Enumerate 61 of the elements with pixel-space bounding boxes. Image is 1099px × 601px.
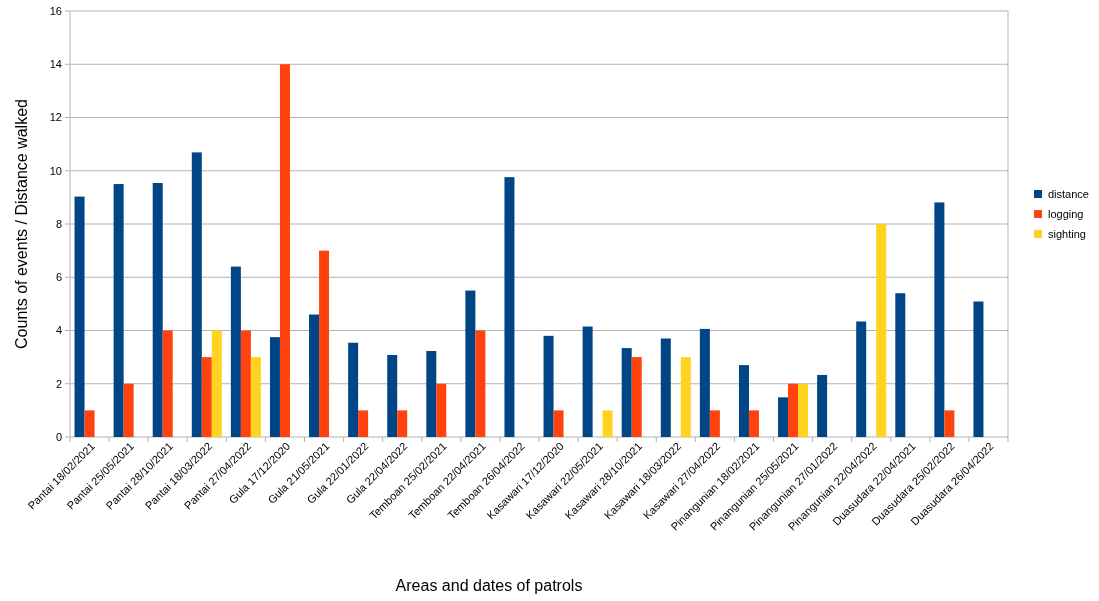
bar — [934, 202, 945, 437]
bar — [279, 64, 290, 437]
bar — [358, 410, 369, 437]
bar — [309, 314, 320, 437]
bar — [680, 357, 691, 437]
bar — [162, 330, 173, 437]
bar — [876, 224, 887, 437]
bar — [798, 383, 809, 437]
y-axis-title: Counts of events / Distance walked — [13, 99, 30, 349]
bar — [436, 383, 447, 437]
bar — [817, 374, 828, 437]
bar — [748, 410, 759, 437]
bar — [240, 330, 251, 437]
bar — [348, 342, 359, 437]
bar — [631, 357, 642, 437]
bar — [973, 301, 984, 437]
y-tick-label: 4 — [55, 324, 62, 337]
bar — [660, 338, 671, 437]
bar — [709, 410, 720, 437]
bar — [788, 383, 799, 437]
bar — [191, 152, 202, 437]
bar — [602, 410, 613, 437]
bar — [778, 397, 789, 437]
bar — [397, 410, 408, 437]
legend-label: sighting — [1048, 227, 1086, 240]
bar — [84, 410, 95, 437]
bar — [211, 330, 222, 437]
y-tick-label: 16 — [49, 4, 62, 17]
bar — [504, 177, 515, 437]
y-tick-label: 14 — [49, 58, 62, 71]
bar — [621, 348, 632, 437]
bar — [543, 335, 554, 437]
bar — [269, 337, 280, 437]
bar — [582, 326, 593, 437]
y-tick-label: 10 — [49, 164, 62, 177]
y-tick-label: 0 — [55, 430, 62, 443]
bar — [387, 355, 398, 437]
legend-label: distance — [1048, 187, 1089, 200]
y-tick-label: 6 — [55, 271, 62, 284]
bar — [201, 357, 212, 437]
legend-label: logging — [1048, 207, 1084, 220]
bar — [250, 357, 261, 437]
bar — [856, 321, 867, 437]
y-tick-label: 8 — [55, 217, 62, 230]
bar — [699, 328, 710, 437]
y-tick-label: 2 — [55, 377, 62, 390]
bar — [944, 410, 955, 437]
bar — [152, 183, 163, 437]
bar — [738, 365, 749, 437]
bar — [113, 184, 124, 437]
bar — [895, 293, 906, 437]
bar — [553, 410, 564, 437]
bar — [123, 383, 134, 437]
bar — [475, 330, 486, 437]
x-axis-title: Areas and dates of patrols — [395, 577, 583, 594]
bar — [319, 250, 330, 437]
y-tick-label: 12 — [49, 111, 62, 124]
bar — [426, 351, 437, 437]
bar — [74, 196, 85, 437]
bar — [465, 290, 476, 437]
bar — [230, 266, 241, 437]
